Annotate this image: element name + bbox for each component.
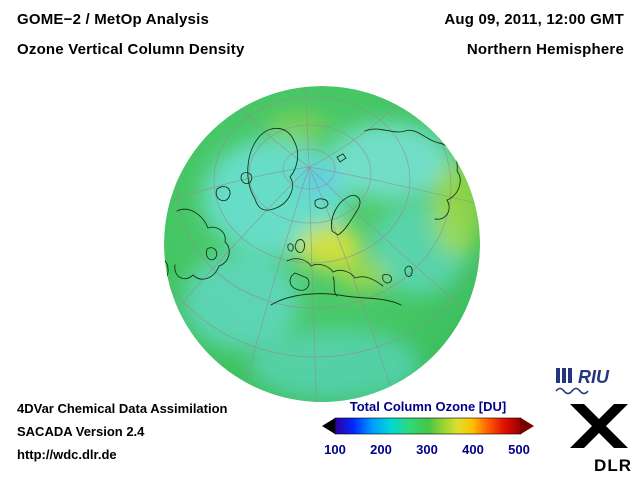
colorbar: Total Column Ozone [DU] (322, 399, 534, 458)
colorbar-tick: 400 (462, 442, 484, 457)
colorbar-tick: 200 (370, 442, 392, 457)
assimilation-label: 4DVar Chemical Data Assimilation (17, 401, 228, 416)
region-label: Northern Hemisphere (466, 41, 624, 58)
colorbar-tick: 500 (508, 442, 530, 457)
colorbar-gradient (322, 417, 534, 435)
riu-wave-icon (555, 387, 589, 395)
product-title: GOME−2 / MetOp Analysis (17, 11, 210, 28)
quantity-title: Ozone Vertical Column Density (17, 41, 245, 58)
ozone-globe-map (164, 86, 480, 402)
colorbar-tick: 100 (324, 442, 346, 457)
wdc-url-label: http://wdc.dlr.de (17, 447, 117, 462)
riu-logo: RIU (554, 365, 632, 404)
colorbar-low-arrow (322, 418, 335, 434)
colorbar-tick-labels: 100 200 300 400 500 (322, 442, 534, 458)
graticule (164, 86, 480, 402)
ozone-field (183, 113, 480, 401)
datetime-label: Aug 09, 2011, 12:00 GMT (444, 11, 624, 28)
colorbar-tick: 300 (416, 442, 438, 457)
dlr-logo: DLR (570, 404, 632, 476)
colorbar-title: Total Column Ozone [DU] (349, 399, 507, 414)
colorbar-bar (334, 417, 522, 435)
riu-logo-text: RIU (578, 367, 610, 387)
colorbar-high-arrow (521, 418, 534, 434)
riu-logo-graphic: RIU (555, 367, 610, 395)
dlr-logo-text: DLR (594, 456, 632, 475)
dlr-logo-icon (570, 404, 628, 448)
version-label: SACADA Version 2.4 (17, 424, 145, 439)
